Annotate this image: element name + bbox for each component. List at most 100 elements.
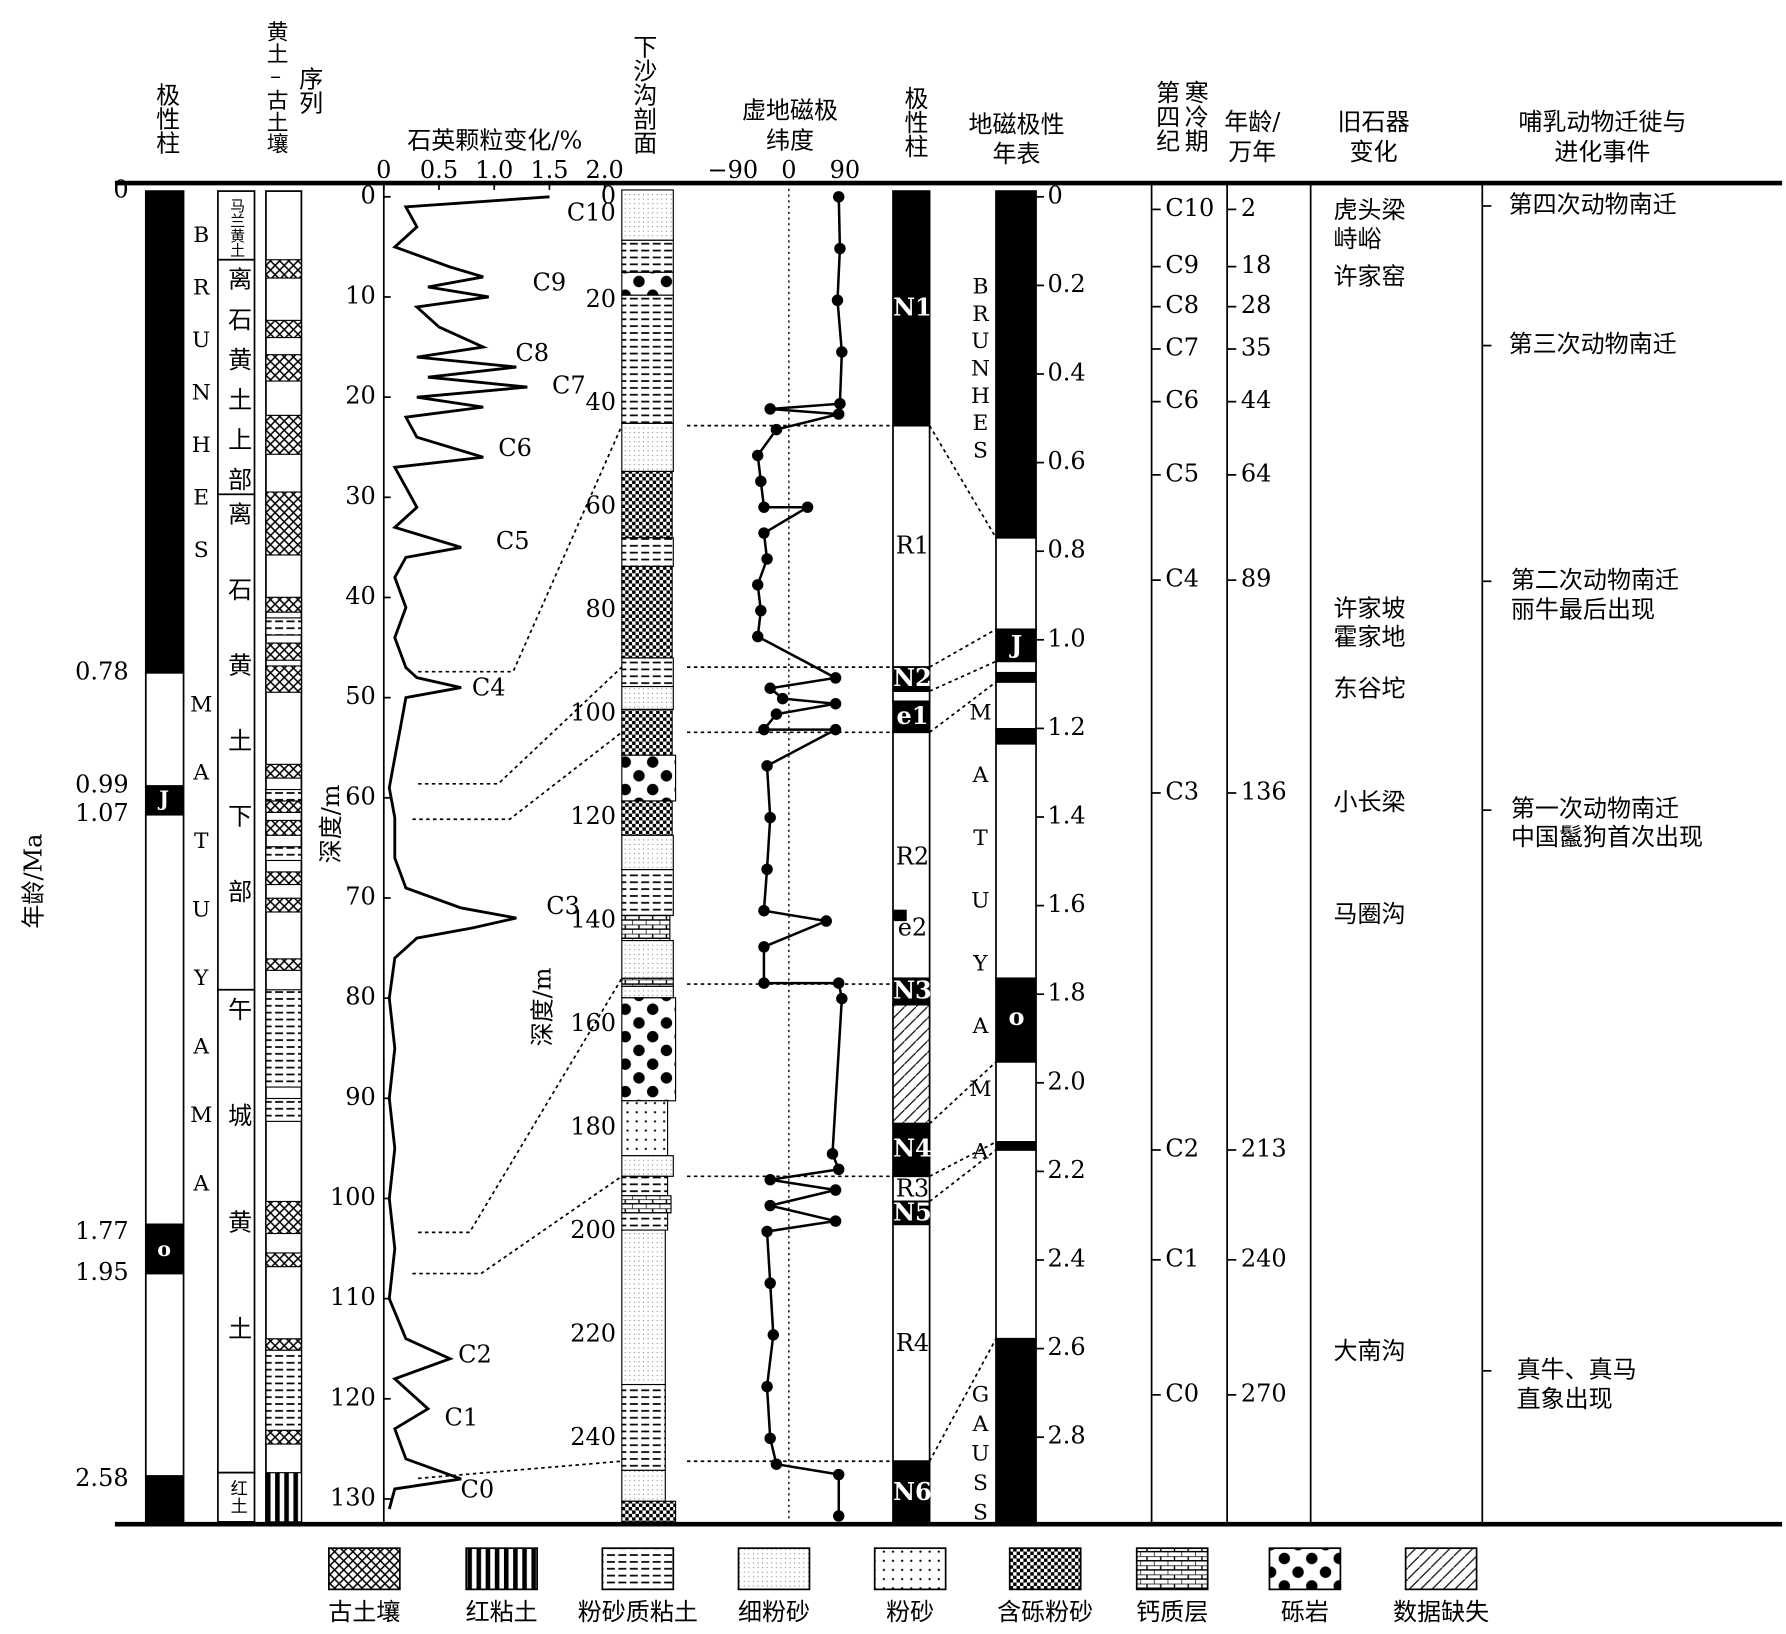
age-tick-label: 0: [113, 176, 128, 204]
zone-label: e2: [898, 914, 928, 942]
vgp-point: [755, 475, 767, 488]
header: 年表: [993, 140, 1041, 168]
paleosol-layer: [265, 958, 302, 971]
paleosol-layer: [265, 259, 302, 279]
red-clay-layer: [265, 1472, 302, 1523]
age-tick-label: 1.77: [75, 1217, 128, 1245]
gpts-block: [995, 628, 1037, 663]
zone-label: N4: [893, 1133, 932, 1162]
age-label: 136: [1241, 777, 1287, 805]
header: 下沙沟剖面: [629, 34, 657, 154]
site-label: 峙峪: [1334, 225, 1382, 253]
polarity-block: [144, 1475, 185, 1526]
header: 哺乳动物迁徙与: [1518, 108, 1686, 136]
vgp-point: [776, 692, 789, 705]
site-label: 马圈沟: [1334, 900, 1406, 928]
vgp-point: [832, 191, 845, 203]
depth-tick-label: 70: [345, 882, 376, 910]
silty-clay-layer: [265, 1349, 302, 1431]
polarity-block: [892, 1003, 931, 1125]
section-layer: [621, 1469, 666, 1502]
gpts-tick-label: 0.8: [1047, 536, 1085, 564]
vgp-point: [764, 1277, 776, 1289]
loess-unit-label: 马兰黄土: [228, 198, 246, 258]
cycle-label: C7: [552, 371, 586, 399]
vgp-point: [832, 408, 845, 420]
gpts-tick-label: 2.6: [1047, 1333, 1085, 1361]
depth-tick-label: 120: [330, 1383, 376, 1411]
vgp-point: [758, 941, 770, 953]
zone-label: R3: [896, 1175, 929, 1203]
depth-tick-label: 20: [345, 382, 376, 410]
depth-tick-label: 40: [586, 388, 617, 416]
paleosol-layer: [265, 665, 302, 693]
gpts-block: [995, 742, 1037, 980]
vgp-point: [831, 294, 844, 306]
chron-name: BRUNHES: [968, 275, 993, 466]
header: 寒冷期: [1180, 80, 1208, 152]
axis-title: 深度/m: [529, 967, 557, 1046]
header: 变化: [1350, 138, 1398, 166]
vgp-point: [770, 423, 783, 436]
header: 序列: [295, 66, 323, 114]
age-label: 35: [1241, 333, 1272, 361]
section-layer: [621, 1500, 677, 1523]
gpts-tick-label: 0.6: [1047, 447, 1085, 475]
vgp-point: [761, 553, 773, 565]
polarity-block: [892, 977, 931, 1006]
cycle-label: C5: [496, 527, 530, 555]
cycle-label: C2: [458, 1340, 492, 1368]
age-label: 64: [1241, 459, 1272, 487]
legend-swatch: [465, 1547, 538, 1591]
legend-label: 细粉砂: [738, 1598, 810, 1626]
depth-tick-label: 30: [345, 482, 376, 510]
vgp-point: [826, 1148, 839, 1160]
header: 纬度: [766, 126, 814, 154]
loess-unit: [217, 1471, 256, 1523]
header: 地磁极性: [969, 110, 1065, 138]
vgp-point: [832, 1510, 845, 1522]
x-tick-label: 0: [781, 156, 796, 184]
legend-label: 砾岩: [1281, 1598, 1329, 1626]
vgp-point: [764, 1432, 776, 1445]
paleosol-layer: [265, 354, 302, 382]
vgp-point: [767, 1329, 780, 1341]
section-layer: [621, 708, 673, 756]
header: 第四纪: [1152, 80, 1180, 152]
legend-swatch: [1268, 1547, 1342, 1591]
legend-label: 钙质层: [1136, 1598, 1208, 1626]
depth-tick-label: 50: [345, 682, 376, 710]
paleosol-layer: [265, 319, 302, 339]
legend-swatch: [737, 1547, 811, 1591]
event-label: 第四次动物南迁: [1509, 190, 1677, 218]
vgp-point: [832, 977, 845, 989]
paleosol-layer: [265, 414, 302, 455]
header: 年龄/: [1224, 108, 1281, 136]
loess-unit: [217, 190, 256, 261]
vgp-point: [832, 1163, 845, 1176]
depth-tick-label: 80: [345, 983, 376, 1011]
header: 虚地磁极: [742, 97, 838, 125]
silty-clay-layer: [265, 989, 302, 1088]
cold-period-label: C1: [1165, 1244, 1199, 1272]
vgp-point: [836, 346, 848, 358]
chron-label: J: [157, 786, 169, 810]
vgp-point: [764, 682, 776, 694]
vgp-point: [758, 527, 770, 539]
chron-name: GAUSS: [968, 1382, 993, 1530]
age-label: 28: [1241, 291, 1272, 319]
section-layer: [621, 977, 674, 987]
gpts-block: [995, 1337, 1037, 1523]
site-label: 霍家地: [1334, 623, 1406, 651]
vgp-point: [832, 1468, 845, 1481]
paleosol-layer: [265, 1200, 302, 1235]
site-label: 虎头梁: [1334, 196, 1406, 224]
x-tick-label: 1.0: [475, 156, 513, 184]
gpts-block: [995, 681, 1037, 730]
zone-label: e1: [896, 701, 928, 730]
paleosol-layer: [265, 1252, 302, 1268]
depth-tick-label: 90: [345, 1083, 376, 1111]
correlation-line: [418, 1460, 622, 1480]
gpts-tick-label: 2.0: [1047, 1067, 1085, 1095]
axis-title: 年龄/Ma: [19, 834, 47, 929]
